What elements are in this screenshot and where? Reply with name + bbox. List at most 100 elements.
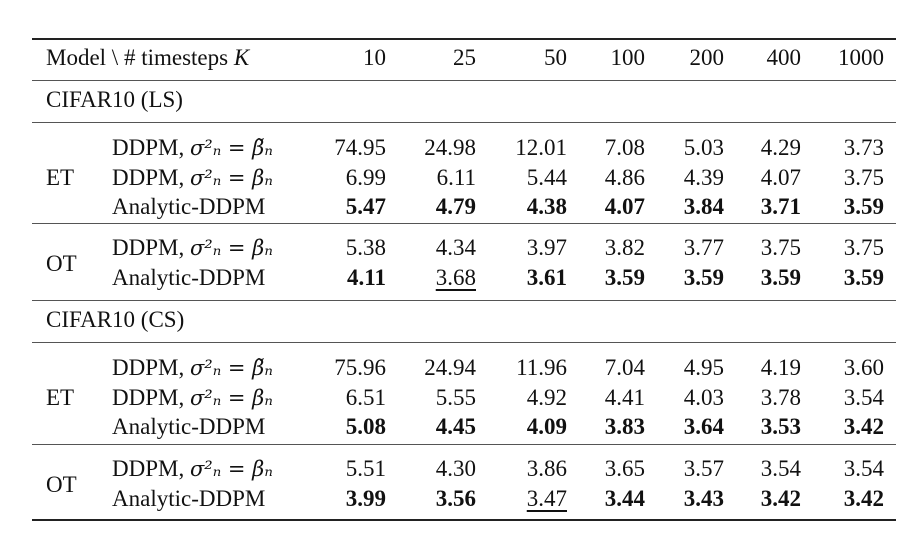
- fid-value: 3.42: [843, 414, 884, 439]
- model-prefix: Analytic-DDPM: [112, 485, 266, 511]
- model-variance-formula: σ²ₙ = βₙ: [189, 457, 273, 481]
- fid-value: 3.54: [843, 456, 884, 481]
- model-prefix: DDPM,: [112, 235, 190, 260]
- model-variance-formula: σ²ₙ = β̃ₙ: [189, 356, 273, 380]
- fid-value: 24.94: [424, 355, 476, 380]
- model-variance-formula: σ²ₙ = βₙ: [189, 236, 273, 260]
- fid-value: 6.51: [345, 384, 386, 410]
- fid-value: 3.59: [760, 264, 801, 290]
- fid-value: 3.82: [604, 235, 645, 260]
- fid-value: 4.09: [526, 414, 567, 439]
- header-col-10: 10: [363, 45, 386, 70]
- fid-value: 4.38: [526, 194, 567, 219]
- fid-value: 5.47: [345, 194, 386, 219]
- model-variance-formula: σ²ₙ = βₙ: [189, 165, 273, 190]
- section-rule: [32, 342, 896, 343]
- fid-value: 5.44: [526, 164, 567, 190]
- fid-value: 3.61: [526, 264, 567, 290]
- fid-value: 4.29: [760, 135, 801, 160]
- model-name: Analytic-DDPM: [112, 193, 265, 221]
- model-variance-formula: σ²ₙ = β̃ₙ: [189, 136, 273, 160]
- fid-value: 4.45: [435, 414, 476, 439]
- fid-value: 3.43: [683, 485, 724, 511]
- fid-value: 24.98: [424, 135, 476, 160]
- group-label-ot: OT: [46, 250, 77, 276]
- bottom-rule: [32, 519, 896, 521]
- fid-value: 7.04: [604, 355, 645, 380]
- fid-value: 3.86: [526, 456, 567, 481]
- section-divider-rule: [32, 300, 896, 301]
- fid-value: 4.19: [760, 355, 801, 380]
- fid-value: 4.34: [435, 235, 476, 260]
- fid-value: 3.54: [760, 456, 801, 481]
- fid-value: 3.68: [435, 264, 476, 290]
- fid-value: 5.08: [345, 414, 386, 439]
- fid-value: 3.60: [843, 355, 884, 380]
- fid-value: 6.99: [345, 164, 386, 190]
- header-model-label: Model \ # timesteps K: [46, 45, 250, 70]
- model-prefix: DDPM,: [112, 384, 190, 410]
- fid-value: 3.47: [526, 485, 567, 511]
- header-col-25: 25: [453, 45, 476, 70]
- model-name: DDPM, σ²ₙ = βₙ: [112, 234, 273, 262]
- section-title: CIFAR10 (CS): [46, 307, 185, 332]
- fid-value: 3.59: [843, 194, 884, 219]
- header-rule: [32, 80, 896, 81]
- fid-value: 4.03: [683, 384, 724, 410]
- fid-value: 3.99: [345, 485, 386, 511]
- model-prefix: Analytic-DDPM: [112, 194, 266, 219]
- group-rule: [32, 223, 896, 224]
- fid-value: 3.84: [683, 194, 724, 219]
- fid-value: 3.97: [526, 235, 567, 260]
- fid-value: 3.59: [843, 264, 884, 290]
- fid-value: 3.65: [604, 456, 645, 481]
- fid-value: 3.56: [435, 485, 476, 511]
- fid-value: 4.79: [435, 194, 476, 219]
- header-col-1000: 1000: [838, 45, 884, 70]
- section-rule: [32, 122, 896, 123]
- model-prefix: Analytic-DDPM: [112, 264, 266, 290]
- model-name: Analytic-DDPM: [112, 485, 265, 513]
- fid-value: 3.53: [760, 414, 801, 439]
- fid-value: 5.03: [683, 135, 724, 160]
- fid-value: 3.44: [604, 485, 645, 511]
- fid-value: 3.73: [843, 135, 884, 160]
- model-name: Analytic-DDPM: [112, 413, 265, 441]
- fid-value: 3.83: [604, 414, 645, 439]
- fid-value: 74.95: [334, 135, 386, 160]
- model-prefix: DDPM,: [112, 164, 190, 190]
- group-rule: [32, 444, 896, 445]
- fid-value: 3.57: [683, 456, 724, 481]
- model-prefix: DDPM,: [112, 355, 190, 380]
- header-col-400: 400: [766, 45, 802, 70]
- group-label-et: ET: [46, 165, 75, 191]
- fid-value: 6.11: [436, 164, 476, 190]
- model-name: Analytic-DDPM: [112, 264, 265, 292]
- fid-value: 3.54: [843, 384, 884, 410]
- model-name: DDPM, σ²ₙ = βₙ: [112, 164, 273, 192]
- fid-value: 4.07: [760, 164, 801, 190]
- header-col-100: 100: [610, 45, 646, 70]
- model-name: DDPM, σ²ₙ = βₙ: [112, 455, 273, 483]
- fid-value: 4.39: [683, 164, 724, 190]
- model-name: DDPM, σ²ₙ = β̃ₙ: [112, 354, 273, 382]
- fid-value: 3.42: [843, 485, 884, 511]
- fid-value: 3.59: [604, 264, 645, 290]
- group-label-et: ET: [46, 385, 75, 411]
- model-variance-formula: σ²ₙ = βₙ: [189, 385, 273, 410]
- fid-value: 75.96: [334, 355, 386, 380]
- fid-value: 4.86: [604, 164, 645, 190]
- fid-value: 3.78: [760, 384, 801, 410]
- fid-value: 12.01: [515, 135, 567, 160]
- fid-value: 5.51: [345, 456, 386, 481]
- fid-value: 4.95: [683, 355, 724, 380]
- fid-value: 3.75: [843, 164, 884, 190]
- header-col-50: 50: [544, 45, 567, 70]
- fid-value: 3.75: [760, 235, 801, 260]
- model-prefix: Analytic-DDPM: [112, 414, 266, 439]
- model-name: DDPM, σ²ₙ = βₙ: [112, 384, 273, 412]
- fid-value: 4.07: [604, 194, 645, 219]
- fid-value: 7.08: [604, 135, 645, 160]
- fid-value: 4.11: [347, 264, 386, 290]
